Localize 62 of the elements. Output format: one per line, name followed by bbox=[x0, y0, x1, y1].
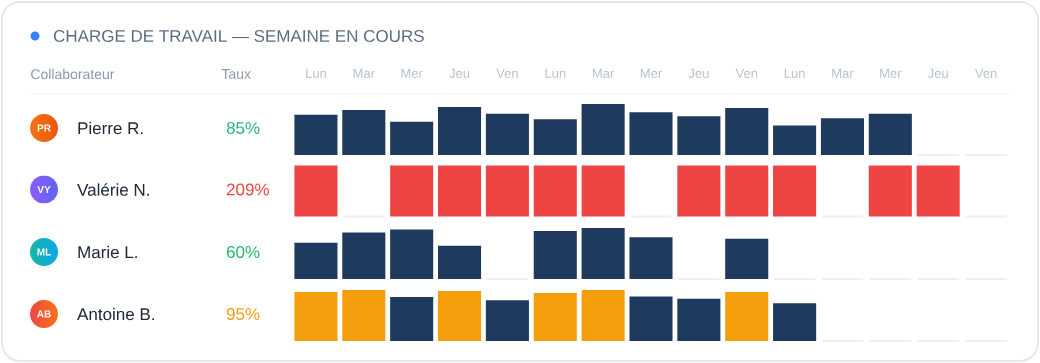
x-tick-label: Mar bbox=[593, 68, 615, 78]
bar bbox=[390, 229, 434, 279]
x-tick-label: Ven bbox=[496, 68, 518, 78]
chart-title: CHARGE DE TRAVAIL — SEMAINE EN COURS bbox=[53, 29, 424, 42]
bar bbox=[390, 297, 434, 341]
bar bbox=[342, 289, 386, 341]
bar bbox=[390, 121, 434, 155]
bar bbox=[725, 238, 769, 279]
text: ML bbox=[37, 248, 51, 256]
bar bbox=[820, 118, 864, 155]
bar bbox=[533, 231, 577, 279]
text: Collaborateur bbox=[31, 68, 115, 80]
x-tick-label: Lun bbox=[545, 68, 566, 78]
y-axis-title: Marie L. bbox=[78, 245, 137, 259]
bar bbox=[725, 108, 769, 155]
x-tick-label: Lun bbox=[306, 68, 326, 78]
x-tick-label: Mar bbox=[832, 68, 854, 78]
bar bbox=[725, 292, 769, 341]
x-tick-label: Ven bbox=[974, 68, 997, 78]
text: Taux bbox=[221, 69, 251, 79]
x-tick-label: Jeu bbox=[449, 68, 470, 78]
bar bbox=[485, 113, 529, 155]
x-tick-label: Jeu bbox=[688, 68, 709, 78]
bar bbox=[677, 298, 721, 341]
text: 95% bbox=[226, 307, 260, 320]
text: 85% bbox=[226, 121, 260, 134]
bar bbox=[629, 112, 673, 155]
x-tick-label: Ven bbox=[735, 68, 758, 78]
bar bbox=[581, 289, 625, 341]
bar bbox=[868, 113, 912, 155]
bar bbox=[629, 296, 673, 341]
text: AB bbox=[37, 310, 51, 318]
text: 209% bbox=[226, 183, 269, 196]
x-tick-label: Jeu bbox=[927, 68, 948, 78]
bar bbox=[581, 227, 625, 279]
bar bbox=[342, 110, 386, 155]
x-tick-label: Mar bbox=[353, 68, 375, 78]
bar bbox=[438, 245, 482, 279]
x-tick-label: Mer bbox=[401, 68, 423, 78]
bar bbox=[773, 303, 817, 341]
bar bbox=[533, 119, 577, 155]
text: 60% bbox=[226, 245, 260, 258]
bar bbox=[485, 300, 529, 341]
bar bbox=[581, 103, 625, 155]
y-axis-title: Antoine B. bbox=[77, 307, 154, 321]
y-axis-title: Valérie N. bbox=[77, 183, 149, 196]
bar bbox=[294, 114, 338, 155]
text: PR bbox=[37, 124, 51, 132]
bar bbox=[533, 293, 577, 341]
x-tick-label: Mer bbox=[640, 68, 662, 78]
x-tick-label: Mer bbox=[880, 68, 902, 78]
bar bbox=[294, 242, 338, 279]
x-tick-label: Lun bbox=[784, 68, 805, 78]
bar bbox=[294, 292, 338, 341]
bar bbox=[629, 237, 673, 279]
bar bbox=[342, 232, 386, 279]
bar bbox=[773, 125, 817, 155]
bar bbox=[438, 107, 482, 155]
text: VY bbox=[37, 186, 51, 193]
bar bbox=[438, 291, 482, 341]
bar bbox=[677, 116, 721, 155]
y-axis-title: Pierre R. bbox=[78, 121, 143, 135]
